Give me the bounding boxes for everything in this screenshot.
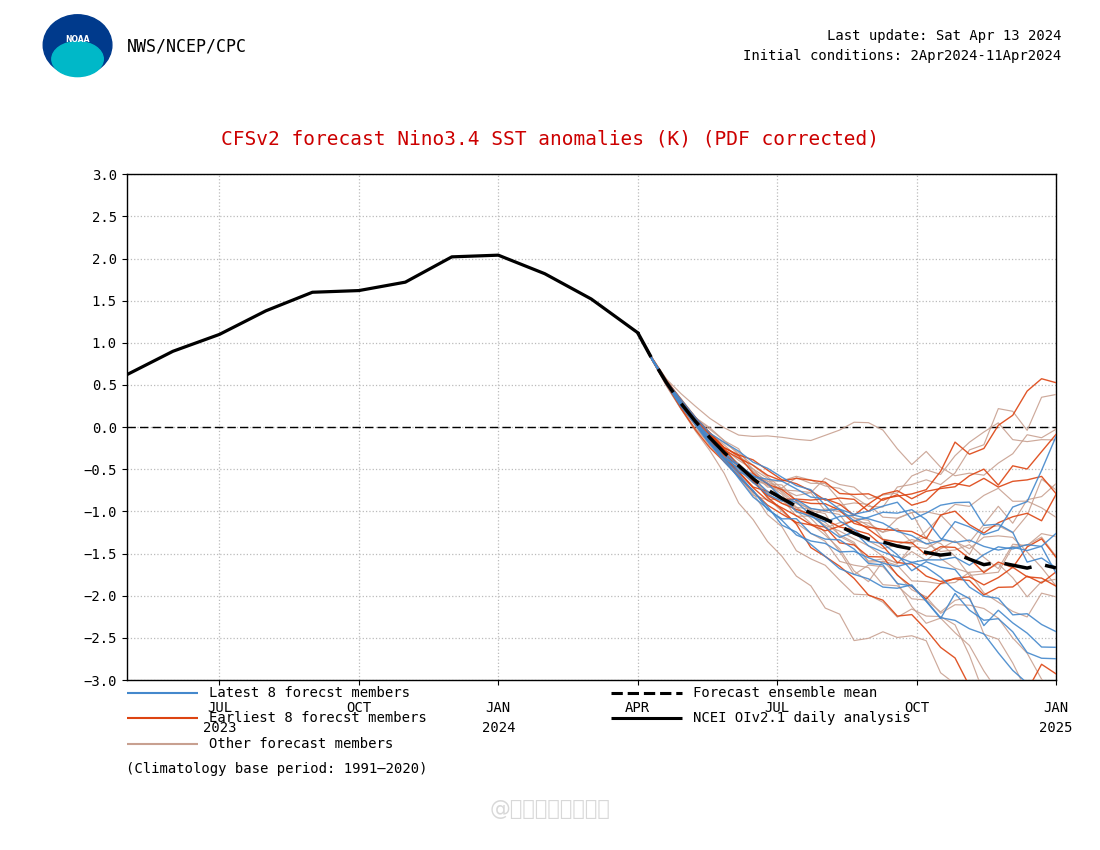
Ellipse shape (43, 14, 112, 76)
Text: (Climatology base period: 1991–2020): (Climatology base period: 1991–2020) (126, 762, 428, 776)
Text: 2025: 2025 (1040, 721, 1072, 734)
Ellipse shape (52, 42, 103, 76)
Text: NWS/NCEP/CPC: NWS/NCEP/CPC (126, 37, 246, 56)
Text: 2024: 2024 (482, 721, 515, 734)
Text: Other forecast members: Other forecast members (209, 737, 394, 751)
Text: NCEI OIv2.1 daily analysis: NCEI OIv2.1 daily analysis (693, 711, 911, 725)
Text: @中羽酱气象爱好者: @中羽酱气象爱好者 (490, 799, 610, 819)
Text: Initial conditions: 2Apr2024-11Apr2024: Initial conditions: 2Apr2024-11Apr2024 (744, 49, 1062, 63)
Text: APR: APR (625, 701, 650, 715)
Text: JAN: JAN (486, 701, 510, 715)
Text: Latest 8 forecst members: Latest 8 forecst members (209, 686, 410, 700)
Text: JUL: JUL (207, 701, 232, 715)
Text: Last update: Sat Apr 13 2024: Last update: Sat Apr 13 2024 (827, 29, 1062, 42)
Text: JAN: JAN (1044, 701, 1068, 715)
Text: OCT: OCT (346, 701, 372, 715)
Text: JUL: JUL (764, 701, 790, 715)
Text: OCT: OCT (904, 701, 930, 715)
Text: NOAA: NOAA (65, 36, 90, 44)
Text: Earliest 8 forecst members: Earliest 8 forecst members (209, 711, 427, 725)
Text: CFSv2 forecast Nino3.4 SST anomalies (K) (PDF corrected): CFSv2 forecast Nino3.4 SST anomalies (K)… (221, 130, 879, 149)
Text: 2023: 2023 (202, 721, 236, 734)
Text: Forecast ensemble mean: Forecast ensemble mean (693, 686, 878, 700)
